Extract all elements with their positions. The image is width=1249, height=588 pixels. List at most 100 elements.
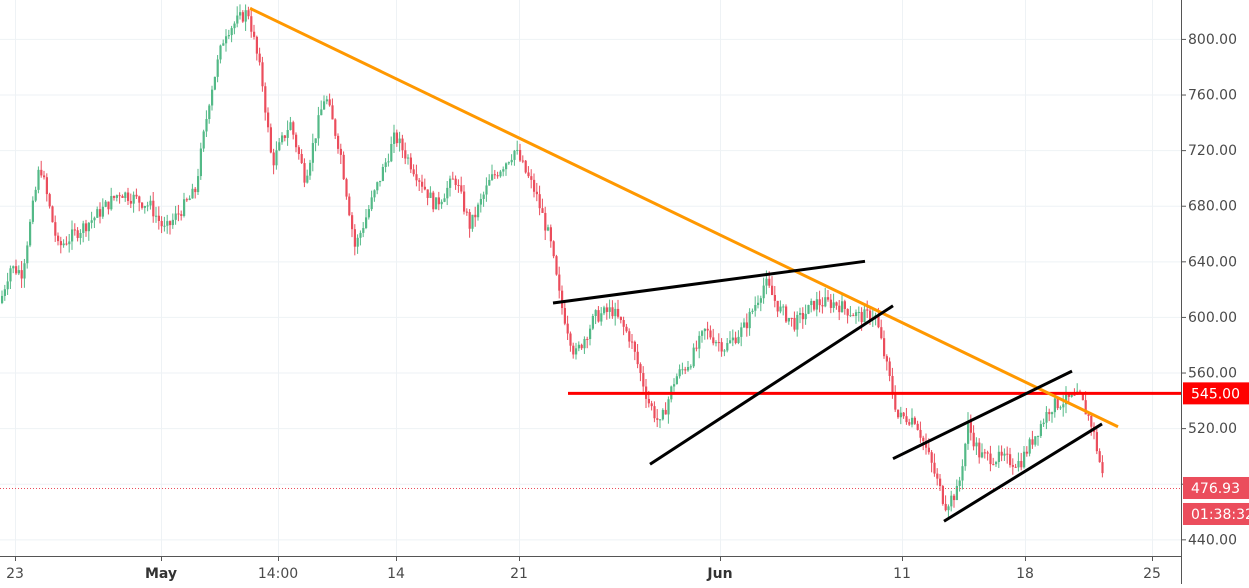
candle-body — [477, 204, 480, 218]
candle-body — [421, 181, 424, 187]
candle-body — [911, 417, 914, 425]
x-axis: 23 May 14:00 14 21 Jun 11 18 25 — [0, 556, 1181, 582]
candle-body — [463, 191, 466, 212]
candle-body — [633, 341, 636, 352]
candle-body — [897, 409, 900, 418]
candle-body — [838, 305, 841, 313]
candle-body — [939, 478, 942, 487]
pattern-line — [892, 369, 1073, 461]
candle-body — [23, 263, 26, 279]
candle-body — [709, 330, 712, 338]
candle-body — [978, 442, 981, 458]
candle-body — [843, 301, 846, 309]
candle-body — [631, 341, 634, 343]
candle-body — [563, 308, 566, 324]
candle-body — [367, 209, 370, 218]
x-tick-label: 14 — [387, 566, 405, 582]
candle-body — [535, 191, 538, 195]
candle-body — [1023, 451, 1026, 468]
candle-body — [31, 200, 34, 222]
candle-body — [661, 409, 664, 420]
candle-body — [426, 189, 429, 198]
candle-body — [524, 160, 527, 173]
candle-body — [894, 393, 897, 410]
candle-body — [782, 306, 785, 308]
candle-body — [138, 196, 141, 203]
candle-body — [255, 36, 258, 54]
candle-body — [922, 437, 925, 441]
candle-body — [37, 169, 40, 190]
candle-body — [751, 310, 754, 312]
candle-body — [591, 316, 594, 329]
candle-body — [297, 147, 300, 154]
candle-body — [757, 302, 760, 306]
candle-body — [547, 227, 550, 231]
candle-body — [449, 178, 452, 188]
candle-body — [955, 485, 958, 501]
candle-body — [381, 167, 384, 181]
candle-body — [432, 192, 435, 210]
candle-body — [401, 138, 404, 151]
candle-body — [712, 337, 715, 344]
candle-body — [205, 119, 208, 132]
candle-body — [552, 241, 555, 257]
candle-body — [454, 178, 457, 186]
candle-body — [339, 148, 342, 155]
candle-body — [216, 59, 219, 77]
x-tick-label: 11 — [893, 566, 911, 582]
candle-body — [969, 421, 972, 433]
candle-body — [1062, 404, 1065, 408]
candle-body — [787, 317, 790, 322]
annotation-lines — [0, 6, 1181, 523]
candle-body — [143, 206, 146, 208]
candle-body — [681, 369, 684, 371]
candle-body — [1011, 465, 1014, 467]
y-tick-label: 640.00 — [1188, 254, 1237, 270]
candles — [1, 4, 1104, 518]
candle-body — [930, 452, 933, 463]
x-tick-label: 23 — [6, 566, 24, 582]
candle-body — [113, 196, 116, 198]
candle-body — [443, 198, 446, 202]
candle-body — [692, 347, 695, 367]
candle-body — [689, 366, 692, 368]
candle-body — [790, 317, 793, 319]
candle-body — [1065, 393, 1068, 405]
candle-body — [986, 452, 989, 454]
candle-body — [1098, 451, 1101, 463]
candle-body — [68, 241, 71, 245]
candle-body — [295, 134, 298, 148]
candle-body — [20, 270, 23, 279]
candle-body — [580, 344, 583, 349]
candle-body — [160, 220, 163, 227]
candle-body — [1045, 412, 1048, 423]
candle-body — [1042, 422, 1045, 425]
candle-body — [981, 452, 984, 458]
candle-body — [325, 99, 328, 102]
candle-body — [163, 225, 166, 227]
candle-body — [9, 268, 12, 282]
candle-body — [281, 135, 284, 143]
candle-body — [320, 109, 323, 116]
candle-body — [267, 112, 270, 128]
candle-body — [311, 143, 314, 163]
candle-body — [863, 309, 866, 323]
candle-body — [765, 278, 768, 286]
candle-body — [706, 328, 709, 331]
candle-body — [45, 177, 48, 195]
candle-body — [87, 222, 90, 232]
candle-body — [40, 169, 43, 176]
y-tick-label: 440.00 — [1188, 532, 1237, 548]
candle-body — [1081, 392, 1084, 401]
candle-body — [230, 28, 233, 36]
candle-body — [197, 176, 200, 193]
candle-body — [191, 188, 194, 199]
candle-body — [155, 215, 158, 217]
candle-body — [913, 417, 916, 424]
candle-body — [488, 179, 491, 186]
x-tick-label: 14:00 — [258, 566, 298, 582]
candle-body — [611, 307, 614, 317]
candle-body — [664, 409, 667, 415]
candle-body — [289, 122, 292, 131]
